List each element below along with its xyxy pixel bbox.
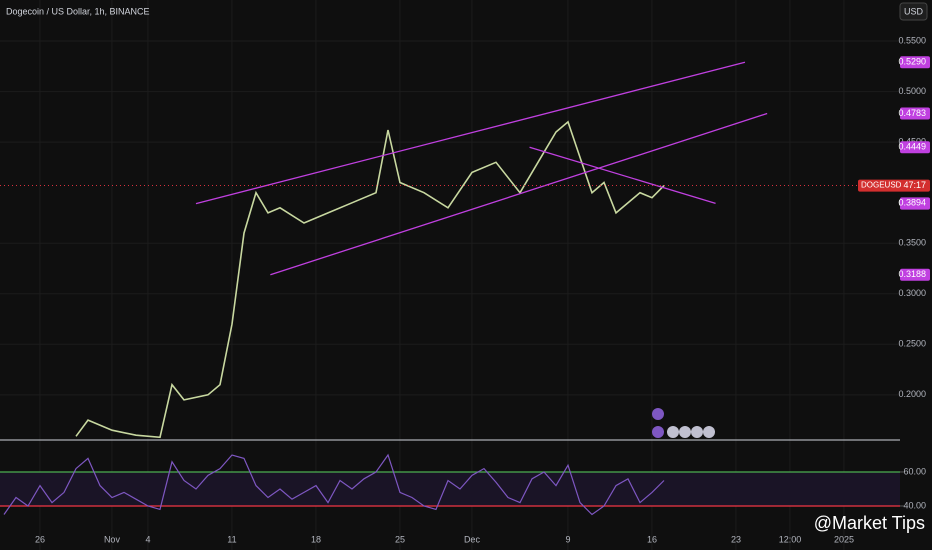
x-tick-label: 25	[395, 534, 405, 544]
currency-label[interactable]: USD	[904, 6, 924, 16]
x-tick-label: 2025	[834, 534, 854, 544]
grid	[0, 0, 900, 550]
symbol-label: DOGEUSD	[861, 181, 902, 190]
y-tick-label: 0.2500	[898, 339, 926, 349]
price-tag-label: 0.4449	[898, 142, 926, 152]
y-tick-label: 0.5000	[898, 86, 926, 96]
event-icon[interactable]	[691, 426, 703, 438]
price-line	[75, 120, 665, 439]
rsi-line	[3, 453, 665, 516]
currency-button[interactable]	[899, 2, 928, 21]
y-tick-label: 0.2000	[898, 389, 926, 399]
event-icon[interactable]	[652, 426, 664, 438]
y-tick-label: 0.5500	[898, 35, 926, 45]
y-tick-label: 0.3500	[898, 238, 926, 248]
price-tag	[900, 107, 930, 120]
event-icon[interactable]	[679, 426, 691, 438]
price-tag-label: 0.5290	[898, 57, 926, 67]
trendline	[270, 112, 768, 276]
x-tick-label: 4	[145, 534, 150, 544]
price-tag-label: 0.3188	[898, 269, 926, 279]
rsi-band-fill	[0, 471, 900, 506]
price-tag	[900, 268, 930, 281]
price-tag-label: 0.3894	[898, 198, 926, 208]
x-tick-label: 23	[731, 534, 741, 544]
symbol-tag	[858, 179, 930, 192]
x-tick-label: 16	[647, 534, 657, 544]
price-tag	[900, 141, 930, 154]
watermark: @Market Tips	[814, 513, 925, 533]
x-tick-label: 18	[311, 534, 321, 544]
chart-title: Dogecoin / US Dollar, 1h, BINANCE	[6, 6, 150, 16]
countdown-label: 47:17	[903, 180, 926, 190]
y-tick-label: 0.3000	[898, 288, 926, 298]
x-tick-label: 11	[227, 534, 236, 544]
price-tag	[900, 197, 930, 210]
x-tick-label: Dec	[464, 534, 481, 544]
event-icon[interactable]	[667, 426, 679, 438]
event-icon[interactable]	[652, 408, 664, 420]
x-tick-label: 12:00	[779, 534, 802, 544]
y-tick-label: 60.00	[903, 466, 926, 476]
x-tick-label: 9	[565, 534, 570, 544]
trendline	[195, 61, 746, 205]
event-icon[interactable]	[703, 426, 715, 438]
y-tick-label: 40.00	[903, 500, 926, 510]
price-tag	[900, 56, 930, 69]
x-tick-label: Nov	[104, 534, 121, 544]
trendline	[529, 146, 716, 204]
price-tag-label: 0.4783	[898, 108, 926, 118]
x-tick-label: 26	[35, 534, 45, 544]
